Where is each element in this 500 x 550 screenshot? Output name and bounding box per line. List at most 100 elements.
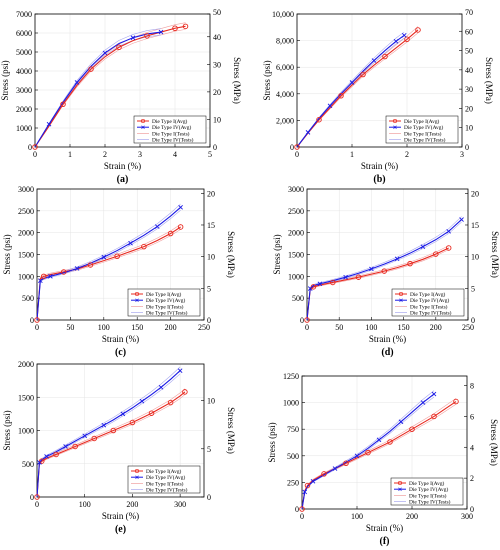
y-tick-label: 2000 <box>18 229 34 238</box>
data-point-type-i <box>433 251 439 257</box>
x-axis-label: Strain (%) <box>366 523 403 533</box>
y-tick-label: 2000 <box>288 229 304 238</box>
y-tick-label: 500 <box>287 452 299 461</box>
chart-panel-c: 0 50 100 150 200 2500500100015002000250030000… <box>2 185 236 358</box>
data-point-type-iv <box>446 229 451 234</box>
legend-entry: Die Type IV(Tests) <box>152 137 194 144</box>
data-point-type-iv <box>302 489 308 495</box>
y2-tick-label: 30 <box>465 85 473 94</box>
data-point-type-iv <box>305 130 311 135</box>
data-point-type-i <box>177 224 184 230</box>
y-tick-label: 0 <box>295 505 299 514</box>
y-tick-label: 1000 <box>283 399 299 408</box>
y-tick-label: 1250 <box>283 372 299 381</box>
test-curve <box>36 373 181 498</box>
data-point-type-iv <box>371 58 377 63</box>
legend-marker <box>135 475 139 479</box>
y-tick-label: 0 <box>30 493 34 502</box>
y2-tick-label: 20 <box>465 104 473 113</box>
y-tick-label: 5000 <box>16 48 32 57</box>
y-tick-label: 6,000 <box>276 63 294 72</box>
x-tick-label: 100 <box>365 323 377 332</box>
y2-tick-label: 70 <box>465 8 473 17</box>
legend-marker <box>393 125 397 129</box>
data-point-type-iv <box>44 454 49 459</box>
data-point-type-iv <box>177 368 183 373</box>
data-point-type-i <box>129 419 136 426</box>
y2-axis-label: Stress (MPa) <box>489 419 499 466</box>
y-axis-label: Stress (psi) <box>267 422 277 462</box>
y2-tick-label: 40 <box>465 66 473 75</box>
data-point-type-i <box>415 27 421 33</box>
chart-panel-a: 0 1 2 3 4 50100020003000400050006000700001020… <box>0 8 242 185</box>
legend-marker <box>398 291 404 297</box>
y2-tick-label: 20 <box>471 189 479 198</box>
plot-frame <box>296 13 463 148</box>
data-point-type-i <box>182 389 188 395</box>
test-curve <box>306 249 449 321</box>
data-point-type-iv <box>130 35 136 41</box>
legend: Die Type I(Avg)Die Type IV(Avg)Die Type … <box>385 115 459 144</box>
y-axis-label: Stress (psi) <box>2 234 12 274</box>
data-point-type-i <box>382 53 388 60</box>
legend-entry: Die Type IV(Tests) <box>146 487 188 494</box>
test-curve <box>301 398 457 510</box>
legend-marker <box>397 480 403 486</box>
panel-label: (c) <box>115 347 126 358</box>
y-tick-label: 2500 <box>288 207 304 216</box>
y-tick-label: 500 <box>292 294 304 303</box>
data-point-type-i <box>167 399 174 406</box>
legend-marker <box>141 125 145 129</box>
y-tick-label: 1000 <box>18 427 34 436</box>
test-curve <box>306 216 462 321</box>
data-point-type-i <box>409 426 415 432</box>
y2-tick-label: 5 <box>471 284 475 293</box>
data-point-type-i <box>299 506 305 512</box>
y2-axis-label: Stress (MPa) <box>490 231 500 278</box>
legend-entry: Die Type I(Tests) <box>152 130 190 137</box>
x-tick-label: 4 <box>173 150 177 159</box>
y2-tick-label: 40 <box>213 33 221 42</box>
legend-entry: Die Type IV(Tests) <box>146 310 188 317</box>
x-tick-label: 100 <box>79 500 91 509</box>
legend-entry: Die Type I(Avg) <box>146 291 182 298</box>
x-tick-label: 2 <box>103 150 107 159</box>
series-line-type-i <box>296 29 419 148</box>
y2-tick-label: 20 <box>207 189 215 198</box>
legend-entry: Die Type I(Avg) <box>409 480 445 487</box>
y2-axis-label: Stress (MPa) <box>484 57 494 104</box>
y-tick-label: 1000 <box>288 272 304 281</box>
y-tick-label: 750 <box>287 425 299 434</box>
data-point-type-i <box>87 262 94 268</box>
data-point-type-iv <box>393 38 399 44</box>
y-tick-label: 7000 <box>16 10 32 19</box>
data-point-type-iv <box>120 411 126 417</box>
legend: Die Type I(Avg)Die Type IV(Avg)Die Type … <box>127 465 201 494</box>
data-point-type-i <box>360 71 366 78</box>
y2-tick-label: 20 <box>213 88 221 97</box>
data-point-type-i <box>316 116 322 123</box>
y2-tick-label: 8 <box>470 382 474 391</box>
test-curve <box>36 203 181 321</box>
x-tick-label: 0 <box>305 323 309 332</box>
data-point-type-iv <box>420 244 426 249</box>
y2-tick-label: 5 <box>207 445 211 454</box>
data-point-type-i <box>407 260 413 267</box>
series-line-type-i <box>34 25 186 148</box>
chart-panel-d: 0 50 100 150 200 2500500100015002000250030000… <box>272 185 500 358</box>
y2-axis-label: Stress (MPa) <box>232 57 242 104</box>
y2-tick-label: 0 <box>470 505 474 514</box>
y-tick-label: 10,000 <box>272 10 294 19</box>
data-point-type-iv <box>101 254 107 260</box>
y2-tick-label: 0 <box>471 316 475 325</box>
panel-label: (a) <box>117 174 129 185</box>
x-tick-label: 250 <box>198 323 210 332</box>
y2-tick-label: 0 <box>207 493 211 502</box>
data-point-type-iv <box>394 256 400 262</box>
data-point-type-i <box>141 243 147 250</box>
series-line-type-i <box>36 226 181 321</box>
y-tick-label: 6000 <box>16 29 32 38</box>
y2-tick-label: 15 <box>471 221 479 230</box>
x-tick-label: 150 <box>131 323 143 332</box>
legend: Die Type I(Avg)Die Type IV(Avg)Die Type … <box>391 288 465 317</box>
